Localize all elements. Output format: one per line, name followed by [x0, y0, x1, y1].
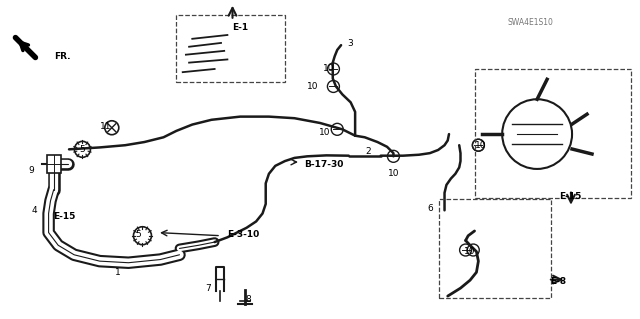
Text: E-15: E-15	[559, 191, 582, 201]
Text: E-3-10: E-3-10	[227, 230, 260, 239]
Bar	[474, 69, 631, 197]
Text: B-17-30: B-17-30	[304, 160, 344, 169]
Text: 10: 10	[465, 247, 476, 256]
Text: 4: 4	[31, 206, 36, 215]
Text: SWA4E1S10: SWA4E1S10	[508, 19, 554, 27]
Text: 11: 11	[100, 122, 111, 131]
Text: 5: 5	[79, 145, 85, 154]
Text: 8: 8	[245, 295, 251, 304]
Text: E-15: E-15	[53, 212, 76, 221]
Text: 10: 10	[388, 169, 399, 178]
Text: 5: 5	[135, 230, 141, 239]
Text: 2: 2	[365, 147, 371, 156]
Bar	[440, 199, 551, 298]
Text: 10: 10	[323, 64, 334, 73]
Text: 9: 9	[28, 166, 34, 175]
Text: 10: 10	[307, 82, 318, 91]
Text: E-8: E-8	[550, 277, 566, 286]
Text: 10: 10	[475, 141, 486, 150]
Bar	[47, 155, 61, 173]
Text: 6: 6	[427, 204, 433, 213]
Text: 10: 10	[319, 128, 331, 137]
Text: 1: 1	[115, 268, 120, 277]
Bar	[176, 15, 285, 82]
Text: 7: 7	[205, 284, 211, 293]
Text: 3: 3	[348, 39, 353, 48]
Text: E-1: E-1	[232, 23, 248, 32]
Text: FR.: FR.	[54, 52, 70, 61]
